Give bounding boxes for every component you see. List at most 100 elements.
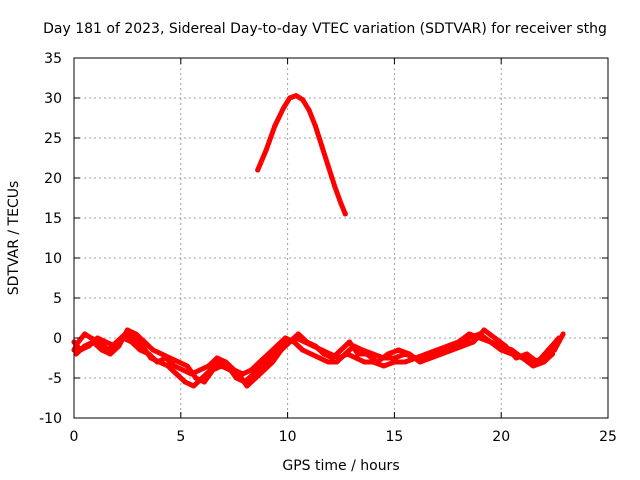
data-point	[359, 347, 365, 353]
data-point	[334, 359, 340, 365]
data-point	[165, 363, 171, 369]
series-0	[255, 93, 348, 217]
x-tick-label: 15	[385, 429, 403, 445]
data-point	[552, 347, 558, 353]
data-point	[176, 359, 182, 365]
axis-ticks	[73, 57, 609, 419]
data-point	[456, 339, 461, 345]
y-tick-label: 20	[44, 171, 62, 187]
data-point	[321, 351, 327, 357]
data-point	[498, 347, 504, 353]
data-point	[137, 347, 143, 353]
data-point	[236, 371, 241, 377]
data-point	[306, 107, 312, 113]
data-point	[103, 339, 109, 345]
y-tick-label: 5	[53, 291, 62, 307]
grid-lines	[74, 58, 608, 418]
data-point	[257, 359, 263, 365]
data-point	[374, 359, 380, 365]
data-point	[530, 363, 536, 369]
data-point	[182, 379, 188, 385]
data-point	[174, 371, 179, 377]
data-point	[278, 347, 284, 353]
data-point	[259, 363, 265, 369]
y-tick-label: 30	[44, 91, 62, 107]
data-point	[466, 331, 472, 337]
data-point	[116, 343, 122, 349]
data-point	[131, 335, 137, 341]
data-point	[283, 335, 288, 341]
data-point	[402, 359, 408, 365]
data-point	[470, 339, 476, 345]
data-point	[210, 367, 216, 373]
data-point	[255, 167, 261, 173]
series-3	[73, 327, 562, 389]
data-point	[308, 351, 314, 357]
data-point	[129, 339, 135, 345]
y-tick-label: 10	[44, 251, 62, 267]
data-point	[524, 351, 530, 357]
y-tick-label: -5	[48, 371, 62, 387]
data-point	[197, 367, 203, 373]
data-point	[250, 371, 256, 377]
data-point	[332, 183, 338, 189]
data-point	[244, 383, 250, 389]
data-point	[342, 211, 348, 217]
data-point	[280, 105, 286, 111]
data-point	[124, 327, 130, 333]
data-point	[272, 123, 278, 129]
data-point	[82, 343, 88, 349]
plot-series	[71, 93, 566, 389]
data-point	[293, 93, 299, 99]
data-point	[206, 363, 212, 369]
y-tick-label: 0	[53, 331, 62, 347]
data-point	[253, 375, 259, 381]
data-point	[445, 343, 451, 349]
data-point	[90, 339, 96, 345]
data-point	[150, 347, 156, 353]
data-point	[417, 359, 423, 365]
data-point	[99, 347, 105, 353]
data-point	[325, 163, 331, 169]
x-tick-label: 20	[492, 429, 510, 445]
data-point	[201, 379, 207, 385]
data-point	[492, 335, 498, 341]
data-point	[300, 347, 306, 353]
data-point	[265, 351, 271, 357]
x-tick-labels: 0 5 10 15 20 25	[70, 429, 617, 445]
data-point	[513, 355, 519, 361]
data-point	[295, 331, 301, 337]
data-point	[133, 331, 139, 337]
y-tick-label: -10	[39, 411, 62, 427]
data-point	[73, 351, 79, 357]
data-point	[223, 359, 229, 365]
chart-title: Day 181 of 2023, Sidereal Day-to-day VTE…	[43, 21, 607, 37]
data-point	[406, 351, 412, 357]
data-point	[139, 343, 145, 349]
data-point	[381, 363, 387, 369]
data-point	[218, 363, 224, 369]
y-tick-labels: -10 -5 0 5 10 15 20 25 30 35	[39, 51, 62, 427]
data-point	[191, 383, 197, 389]
data-point	[396, 347, 402, 353]
data-point	[434, 347, 440, 353]
x-axis-label: GPS time / hours	[282, 458, 399, 474]
data-point	[88, 335, 94, 341]
x-tick-label: 25	[599, 429, 617, 445]
data-point	[214, 355, 220, 361]
data-point	[319, 143, 325, 149]
data-point	[330, 355, 335, 361]
data-point	[193, 375, 199, 381]
data-point	[287, 95, 293, 101]
data-point	[270, 359, 276, 365]
data-point	[107, 351, 113, 357]
data-point	[353, 355, 359, 361]
data-point	[274, 343, 280, 349]
data-point	[287, 339, 293, 345]
data-point	[300, 97, 306, 103]
data-point	[180, 367, 186, 373]
data-point	[338, 201, 344, 207]
data-point	[347, 339, 352, 345]
data-point	[428, 355, 434, 361]
